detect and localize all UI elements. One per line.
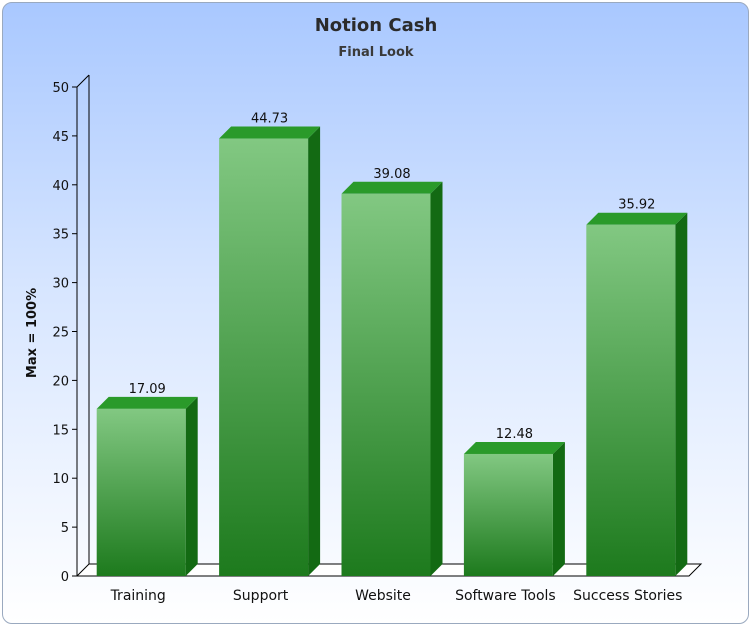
category-label: Success Stories — [573, 588, 682, 604]
bar-top — [96, 396, 198, 409]
bar-top — [463, 441, 565, 454]
y-axis-ticks: 0 5 10 15 20 25 30 35 40 45 50 — [52, 81, 77, 585]
x-axis-labels: Training Support Website Software Tools Succ… — [110, 588, 683, 604]
y-tick-label: 10 — [52, 472, 69, 487]
value-label: 39.08 — [373, 167, 410, 182]
y-tick-label: 30 — [52, 277, 69, 292]
category-label: Software Tools — [455, 588, 556, 604]
category-label: Website — [355, 588, 411, 604]
value-labels: 17.09 44.73 39.08 12.48 35.92 — [129, 112, 656, 442]
bar-front — [463, 453, 553, 576]
value-label: 17.09 — [129, 382, 166, 397]
chart-frame: Notion Cash Final Look Max = 100% 0 5 10 15… — [2, 2, 749, 624]
bar-side — [308, 126, 321, 577]
y-tick-label: 15 — [52, 423, 69, 438]
y-tick-label: 5 — [61, 521, 69, 536]
bar-top — [219, 126, 321, 139]
bar-success-stories — [586, 212, 688, 576]
bar-front — [341, 193, 431, 576]
bar-website — [341, 181, 443, 576]
y-tick-label: 40 — [52, 179, 69, 194]
y-axis-label: Max = 100% — [25, 288, 40, 378]
bars-group — [96, 126, 688, 577]
chart-title: Notion Cash — [315, 15, 438, 36]
bar-training — [96, 396, 198, 576]
bar-side — [675, 212, 688, 576]
bar-software-tools — [463, 441, 565, 576]
y-tick-label: 50 — [52, 81, 69, 96]
bar-side — [430, 181, 443, 576]
y-axis-line — [76, 74, 90, 576]
y-tick-label: 25 — [52, 326, 69, 341]
category-label: Support — [233, 588, 289, 604]
y-tick-label: 20 — [52, 374, 69, 389]
bar-front — [96, 408, 186, 576]
bar-front — [586, 224, 676, 576]
y-tick-label: 0 — [61, 570, 69, 585]
bar-top — [586, 212, 688, 225]
category-label: Training — [110, 588, 166, 604]
bar-front — [219, 138, 309, 577]
bar-support — [219, 126, 321, 577]
bar-chart: Notion Cash Final Look Max = 100% 0 5 10 15… — [25, 15, 703, 604]
value-label: 35.92 — [618, 198, 655, 213]
value-label: 44.73 — [251, 112, 288, 127]
bar-top — [341, 181, 443, 194]
value-label: 12.48 — [496, 427, 533, 442]
y-tick-label: 35 — [52, 228, 69, 243]
y-tick-label: 45 — [52, 130, 69, 145]
bar-side — [552, 441, 565, 576]
bar-side — [185, 396, 198, 576]
chart-subtitle: Final Look — [338, 45, 413, 60]
